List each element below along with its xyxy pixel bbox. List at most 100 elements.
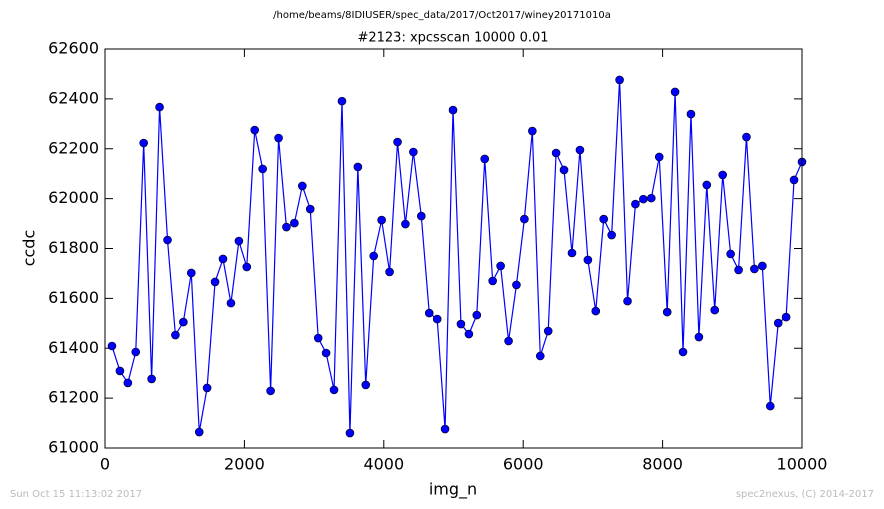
suptitle: /home/beams/8IDIUSER/spec_data/2017/Oct2… <box>273 10 611 21</box>
data-point <box>353 162 363 172</box>
data-point <box>718 170 727 180</box>
y-axis-label: ccdc <box>20 230 39 267</box>
data-point <box>234 236 244 246</box>
data-point <box>298 181 307 191</box>
data-point <box>107 341 117 351</box>
data-point <box>464 329 474 339</box>
data-point <box>385 267 394 277</box>
data-point <box>147 374 156 384</box>
x-tick-label: 2000 <box>224 455 265 474</box>
data-point <box>337 96 347 106</box>
data-point <box>726 249 735 259</box>
data-point <box>496 261 505 271</box>
data-point <box>155 102 164 112</box>
data-point <box>369 251 378 261</box>
data-point <box>615 75 624 85</box>
data-point <box>639 194 648 204</box>
data-point <box>647 193 656 203</box>
data-point <box>202 383 212 393</box>
data-point <box>488 276 497 286</box>
data-point <box>631 199 640 209</box>
x-tick-label: 8000 <box>642 455 683 474</box>
data-point <box>424 308 434 318</box>
data-point <box>599 214 609 224</box>
data-point <box>171 330 180 340</box>
data-point <box>758 261 767 271</box>
data-point <box>432 314 442 324</box>
data-point <box>781 312 791 322</box>
data-point <box>123 378 133 388</box>
x-axis-label: img_n <box>429 480 477 500</box>
data-point <box>282 222 291 232</box>
y-tick-label: 61200 <box>48 388 99 407</box>
data-point <box>520 214 529 224</box>
data-point <box>409 147 418 157</box>
data-point <box>179 317 188 327</box>
x-tick-label: 0 <box>100 455 110 474</box>
data-point <box>750 264 759 274</box>
data-point <box>528 126 537 136</box>
data-point <box>163 235 172 245</box>
data-point <box>710 305 720 315</box>
data-point <box>361 380 371 390</box>
data-point <box>440 424 450 434</box>
data-point <box>131 347 141 357</box>
y-tick-label: 62600 <box>48 39 99 58</box>
data-point <box>218 254 228 264</box>
data-point <box>512 280 521 290</box>
data-point <box>742 132 751 142</box>
data-point <box>773 318 783 328</box>
y-tick-label: 61000 <box>48 438 99 457</box>
data-point <box>551 148 561 158</box>
data-point <box>313 333 323 343</box>
data-point <box>575 145 585 155</box>
data-point <box>115 366 125 376</box>
data-point <box>290 218 299 228</box>
data-point <box>194 427 204 437</box>
data-point <box>456 319 466 329</box>
data-point <box>186 268 196 278</box>
data-point <box>591 306 601 316</box>
data-point <box>765 401 775 411</box>
plot-frame <box>104 48 803 449</box>
y-tick-label: 61800 <box>48 238 99 257</box>
data-point <box>670 87 680 97</box>
chart-title: #2123: xpcsscan 10000 0.01 <box>357 31 548 46</box>
y-tick-label: 61600 <box>48 288 99 307</box>
y-tick-label: 62200 <box>48 138 99 157</box>
data-point <box>686 109 696 119</box>
data-point <box>416 211 426 221</box>
data-point <box>305 204 315 214</box>
data-point <box>274 133 283 143</box>
y-tick-label: 61400 <box>48 338 99 357</box>
data-point <box>504 336 513 346</box>
data-point <box>448 105 458 115</box>
data-point <box>472 310 482 320</box>
data-point <box>480 154 490 164</box>
data-point <box>623 296 632 306</box>
data-point <box>393 137 402 147</box>
y-tick-label: 62000 <box>48 188 99 207</box>
data-point <box>258 164 267 174</box>
data-point <box>266 386 275 396</box>
data-point <box>210 277 220 287</box>
footer-left: Sun Oct 15 11:13:02 2017 <box>10 489 142 500</box>
y-tick-label: 62400 <box>48 88 99 107</box>
data-point <box>139 138 148 148</box>
data-line <box>111 79 803 434</box>
footer-right: spec2nexus, (C) 2014-2017 <box>736 489 874 500</box>
data-point <box>654 152 664 162</box>
x-tick-label: 6000 <box>503 455 544 474</box>
data-point <box>329 385 339 395</box>
x-tick-label: 10000 <box>777 455 828 474</box>
data-point <box>377 215 386 225</box>
data-point <box>789 175 799 185</box>
data-point <box>250 125 260 135</box>
data-point <box>607 230 616 240</box>
data-point <box>734 265 743 275</box>
data-point <box>543 326 553 336</box>
data-point <box>321 348 331 358</box>
data-point <box>583 255 593 265</box>
